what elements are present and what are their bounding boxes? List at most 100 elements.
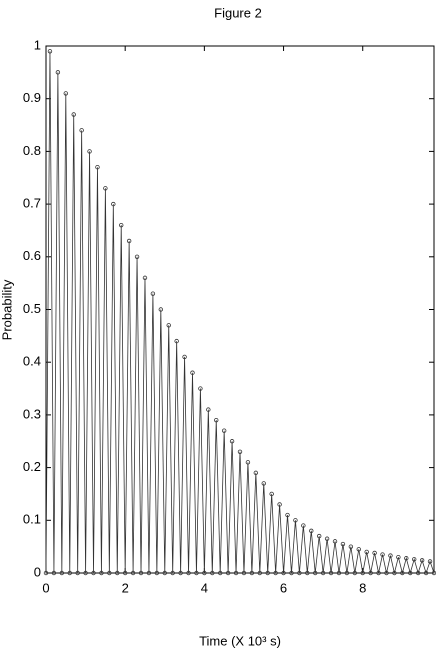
point [150,291,156,296]
point [281,570,286,576]
point [83,570,88,576]
point [340,541,346,547]
point [305,570,310,576]
point [328,570,334,576]
point [427,559,433,564]
point [67,570,72,576]
point [103,186,108,191]
chart-title: Figure 2 [214,5,262,20]
point [384,570,389,576]
point [190,370,195,375]
point [194,570,199,576]
point [261,481,266,486]
point [63,91,68,96]
point [130,570,136,576]
point [218,570,223,576]
point [206,407,211,412]
y-tick-label: 0.1 [23,512,41,527]
point [146,570,152,576]
point [368,570,373,576]
point [210,570,215,576]
point [376,570,381,576]
series-line [45,51,435,575]
x-tick-label: 6 [280,580,287,595]
point [293,518,298,523]
point [324,536,330,541]
point [95,165,100,170]
point [233,570,239,576]
point [111,201,116,207]
y-tick-label: 0.6 [23,248,41,263]
point [309,528,314,534]
x-tick-label: 4 [201,580,208,595]
y-tick-label: 0.9 [23,90,41,105]
y-tick-label: 0.2 [23,459,41,474]
point [75,570,80,576]
point [51,570,57,576]
y-tick-label: 0.7 [23,196,41,211]
point [285,512,290,518]
point [360,570,365,576]
point [356,547,361,552]
x-tick-label: 2 [122,580,129,595]
point [301,523,306,528]
y-tick-label: 0 [34,564,41,579]
point [154,570,160,576]
y-tick-label: 0.3 [23,406,41,421]
point [320,570,326,576]
point [225,570,231,576]
point [43,570,49,576]
point [265,570,270,576]
point [158,307,164,312]
y-tick-label: 0.4 [23,354,41,369]
point [202,570,207,576]
point [289,570,294,576]
point [162,570,167,576]
point [122,570,128,576]
point [174,338,179,344]
point [352,570,358,576]
x-tick-label: 0 [42,580,49,595]
point [91,570,96,576]
point [277,502,282,507]
point [47,49,53,54]
point [229,439,235,444]
point [380,552,385,557]
point [313,570,318,576]
point [134,254,140,259]
point [348,544,354,549]
point [253,470,259,476]
point [138,570,144,576]
point [170,570,175,576]
point [388,553,393,558]
x-tick-label: 8 [359,580,366,595]
point [396,554,401,560]
point [423,570,429,576]
point [241,570,247,576]
point [400,570,405,576]
point [412,557,417,562]
point [249,570,255,576]
point [392,570,397,576]
point [419,558,425,563]
point [142,275,148,281]
point [87,149,92,154]
point [115,570,120,576]
y-axis-label: Probability [0,279,14,340]
point [415,570,421,576]
point [237,449,243,454]
point [107,570,112,576]
point [245,460,251,465]
point [332,539,338,544]
point [214,417,219,423]
point [316,533,322,539]
point [126,238,132,244]
point [257,570,262,576]
point [364,549,369,555]
point [79,128,84,133]
point [269,491,274,497]
point [404,556,409,561]
point [198,386,203,391]
y-tick-label: 0.8 [23,143,41,158]
